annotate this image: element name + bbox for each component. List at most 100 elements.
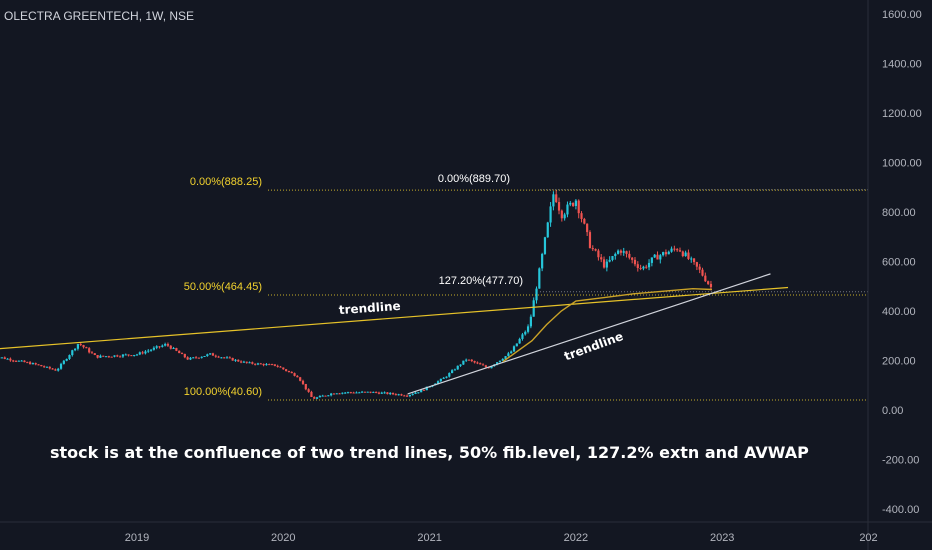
- candle-body: [127, 354, 130, 356]
- candle: [608, 256, 611, 263]
- candle: [242, 360, 246, 363]
- candle-body: [577, 200, 580, 214]
- candle: [569, 200, 572, 207]
- candle: [186, 356, 189, 360]
- candle: [68, 354, 71, 360]
- candle: [121, 354, 125, 358]
- candle: [628, 250, 631, 260]
- candle: [414, 391, 417, 395]
- candle-body: [546, 222, 549, 238]
- candle: [217, 355, 220, 358]
- candle: [512, 345, 516, 352]
- candle-body: [51, 368, 54, 370]
- candle-body: [338, 393, 341, 395]
- candle-body: [394, 394, 397, 396]
- candle-body: [45, 366, 49, 368]
- candle-body: [504, 356, 507, 359]
- candle-body: [490, 366, 493, 369]
- candle: [546, 221, 549, 238]
- candle: [6, 358, 9, 360]
- candle-body: [543, 237, 547, 254]
- candle-body: [670, 248, 673, 252]
- time-axis[interactable]: 2019 2020 2021 2022 2023 202: [0, 521, 932, 544]
- candle-body: [355, 392, 358, 394]
- candle-body: [664, 252, 668, 255]
- candle-body: [321, 395, 324, 397]
- candle: [28, 361, 32, 365]
- candle: [588, 230, 592, 249]
- candle-body: [709, 283, 713, 288]
- candle: [571, 202, 575, 207]
- candle: [79, 342, 82, 347]
- candle-body: [293, 373, 296, 376]
- candle-body: [209, 353, 212, 355]
- candle: [88, 347, 91, 354]
- candle: [203, 355, 206, 357]
- candle-body: [164, 344, 167, 346]
- candle: [141, 350, 144, 355]
- candle: [3, 356, 6, 360]
- candle: [110, 356, 113, 358]
- candle-body: [34, 363, 37, 365]
- candle: [470, 359, 473, 363]
- candle: [34, 362, 37, 366]
- candle-body: [158, 346, 161, 348]
- candle: [155, 345, 158, 350]
- candle: [93, 352, 96, 356]
- candle: [701, 267, 704, 277]
- candle-body: [330, 393, 333, 396]
- candle-body: [532, 300, 535, 317]
- candle-body: [107, 356, 110, 358]
- candle-body: [411, 393, 414, 395]
- candle-body: [268, 364, 271, 366]
- price-axis[interactable]: 1600.00 1400.00 1200.00 1000.00 800.00 600.00…: [867, 0, 922, 550]
- candle-body: [467, 359, 471, 361]
- candle-body: [324, 395, 327, 397]
- candle: [664, 249, 668, 257]
- candle: [619, 249, 623, 256]
- candle-body: [656, 254, 659, 260]
- price-tick-label: 1000.00: [882, 158, 922, 170]
- candle: [422, 389, 426, 391]
- candle-body: [391, 392, 395, 395]
- candle-body: [645, 266, 648, 268]
- candle: [265, 362, 268, 366]
- candle-body: [214, 355, 217, 357]
- candle-body: [121, 354, 125, 357]
- candle-body: [152, 347, 155, 350]
- price-tick-label: 0.00: [882, 405, 903, 417]
- candle-body: [220, 357, 223, 359]
- candle-body: [200, 356, 203, 358]
- candle-body: [341, 392, 344, 394]
- candle: [577, 199, 580, 219]
- candle: [360, 390, 364, 393]
- candle: [225, 356, 229, 359]
- candle-body: [242, 361, 246, 363]
- candle: [172, 346, 175, 350]
- candle: [237, 359, 240, 362]
- candle: [690, 256, 693, 263]
- candle: [138, 351, 141, 356]
- candle: [293, 372, 296, 377]
- candle-body: [133, 354, 136, 356]
- candle: [453, 368, 457, 371]
- candle: [48, 366, 51, 370]
- candle: [130, 355, 133, 357]
- candle: [622, 247, 625, 256]
- candle-body: [622, 251, 625, 253]
- candle-body: [296, 375, 299, 378]
- candle-body: [659, 255, 662, 260]
- candle: [501, 358, 504, 362]
- candle: [366, 391, 369, 393]
- candle: [667, 250, 670, 255]
- candle: [352, 391, 355, 394]
- candle: [20, 360, 23, 362]
- candle-body: [692, 258, 696, 263]
- candle-body: [377, 392, 381, 394]
- candle-body: [667, 251, 670, 255]
- candle: [400, 393, 403, 396]
- chart-annotation: stock is at the confluence of two trend …: [50, 443, 809, 462]
- candle: [510, 350, 513, 354]
- candle: [301, 379, 305, 385]
